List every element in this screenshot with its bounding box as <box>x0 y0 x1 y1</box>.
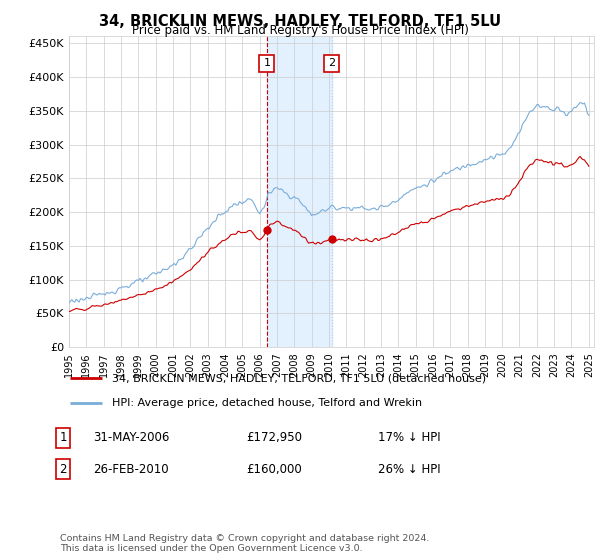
Text: 2: 2 <box>59 463 67 476</box>
Text: 31-MAY-2006: 31-MAY-2006 <box>93 431 169 445</box>
Text: 34, BRICKLIN MEWS, HADLEY, TELFORD, TF1 5LU: 34, BRICKLIN MEWS, HADLEY, TELFORD, TF1 … <box>99 14 501 29</box>
Text: 17% ↓ HPI: 17% ↓ HPI <box>378 431 440 445</box>
Text: Contains HM Land Registry data © Crown copyright and database right 2024.
This d: Contains HM Land Registry data © Crown c… <box>60 534 430 553</box>
Text: 26% ↓ HPI: 26% ↓ HPI <box>378 463 440 476</box>
Text: 2: 2 <box>328 58 335 68</box>
Text: 1: 1 <box>59 431 67 445</box>
Text: £160,000: £160,000 <box>246 463 302 476</box>
Bar <box>267 36 332 347</box>
Text: £172,950: £172,950 <box>246 431 302 445</box>
Text: Price paid vs. HM Land Registry's House Price Index (HPI): Price paid vs. HM Land Registry's House … <box>131 24 469 36</box>
Text: 34, BRICKLIN MEWS, HADLEY, TELFORD, TF1 5LU (detached house): 34, BRICKLIN MEWS, HADLEY, TELFORD, TF1 … <box>112 374 487 384</box>
Text: 1: 1 <box>263 58 271 68</box>
Text: HPI: Average price, detached house, Telford and Wrekin: HPI: Average price, detached house, Telf… <box>112 398 422 408</box>
Text: 26-FEB-2010: 26-FEB-2010 <box>93 463 169 476</box>
